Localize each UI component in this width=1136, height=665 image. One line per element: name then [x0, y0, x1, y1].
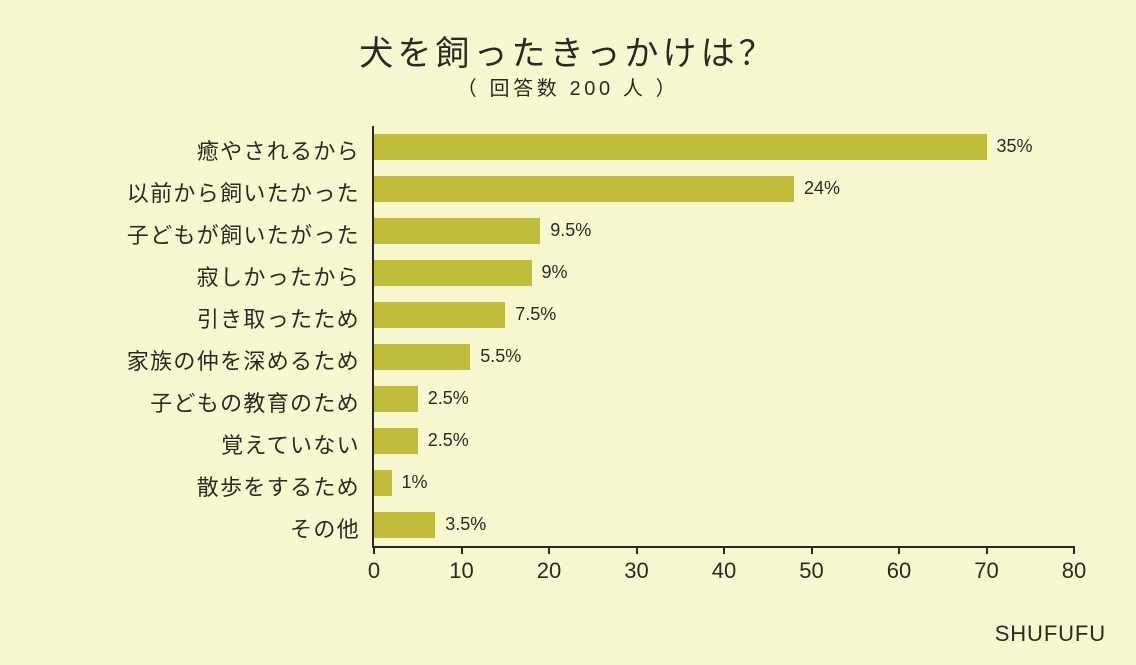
bar: [374, 134, 987, 160]
brand-label: SHUFUFU: [995, 621, 1106, 647]
bar-row: 引き取ったため7.5%: [374, 294, 1074, 336]
x-tick-mark: [636, 546, 638, 554]
category-label: 覚えていない: [221, 428, 360, 460]
bar: [374, 512, 435, 538]
x-tick-label: 60: [887, 558, 911, 584]
x-tick-label: 50: [799, 558, 823, 584]
category-label: 散歩をするため: [197, 470, 360, 502]
bar: [374, 428, 418, 454]
bar: [374, 470, 392, 496]
x-tick-label: 80: [1062, 558, 1086, 584]
x-tick-mark: [373, 546, 375, 554]
x-tick-label: 20: [537, 558, 561, 584]
x-tick-mark: [548, 546, 550, 554]
value-label: 9.5%: [550, 220, 591, 241]
x-tick-mark: [898, 546, 900, 554]
bar-row: 散歩をするため1%: [374, 462, 1074, 504]
x-tick-label: 10: [449, 558, 473, 584]
bar-row: 以前から飼いたかった24%: [374, 168, 1074, 210]
x-tick-label: 0: [368, 558, 380, 584]
value-label: 24%: [804, 178, 840, 199]
bar-row: 癒やされるから35%: [374, 126, 1074, 168]
category-label: 癒やされるから: [197, 134, 360, 166]
value-label: 35%: [997, 136, 1033, 157]
bar: [374, 386, 418, 412]
bar: [374, 176, 794, 202]
plot-area: 癒やされるから35%以前から飼いたかった24%子どもが飼いたがった9.5%寂しか…: [374, 126, 1074, 556]
x-tick-mark: [1073, 546, 1075, 554]
value-label: 1%: [402, 472, 428, 493]
bar-row: 子どもが飼いたがった9.5%: [374, 210, 1074, 252]
bar-row: 覚えていない2.5%: [374, 420, 1074, 462]
category-label: 子どもが飼いたがった: [127, 218, 360, 250]
value-label: 5.5%: [480, 346, 521, 367]
bar: [374, 260, 532, 286]
category-label: 家族の仲を深めるため: [127, 344, 360, 376]
value-label: 7.5%: [515, 304, 556, 325]
x-tick-label: 40: [712, 558, 736, 584]
bar: [374, 344, 470, 370]
chart-subtitle: （ 回答数 200 人 ）: [0, 72, 1136, 101]
x-tick-label: 30: [624, 558, 648, 584]
category-label: 子どもの教育のため: [150, 386, 360, 418]
bar-row: 子どもの教育のため2.5%: [374, 378, 1074, 420]
category-label: 引き取ったため: [197, 302, 360, 334]
value-label: 9%: [542, 262, 568, 283]
category-label: 以前から飼いたかった: [127, 176, 360, 208]
bar-row: その他3.5%: [374, 504, 1074, 546]
chart-canvas: 犬を飼ったきっかけは？ （ 回答数 200 人 ） 癒やされるから35%以前から…: [0, 0, 1136, 665]
bar-row: 寂しかったから9%: [374, 252, 1074, 294]
value-label: 3.5%: [445, 514, 486, 535]
bar-row: 家族の仲を深めるため5.5%: [374, 336, 1074, 378]
value-label: 2.5%: [428, 388, 469, 409]
category-label: 寂しかったから: [197, 260, 360, 292]
bar: [374, 302, 505, 328]
chart-title: 犬を飼ったきっかけは？: [0, 26, 1136, 75]
x-tick-mark: [723, 546, 725, 554]
bar: [374, 218, 540, 244]
x-tick-mark: [986, 546, 988, 554]
x-tick-label: 70: [974, 558, 998, 584]
category-label: その他: [290, 512, 360, 544]
value-label: 2.5%: [428, 430, 469, 451]
x-tick-mark: [461, 546, 463, 554]
x-tick-mark: [811, 546, 813, 554]
